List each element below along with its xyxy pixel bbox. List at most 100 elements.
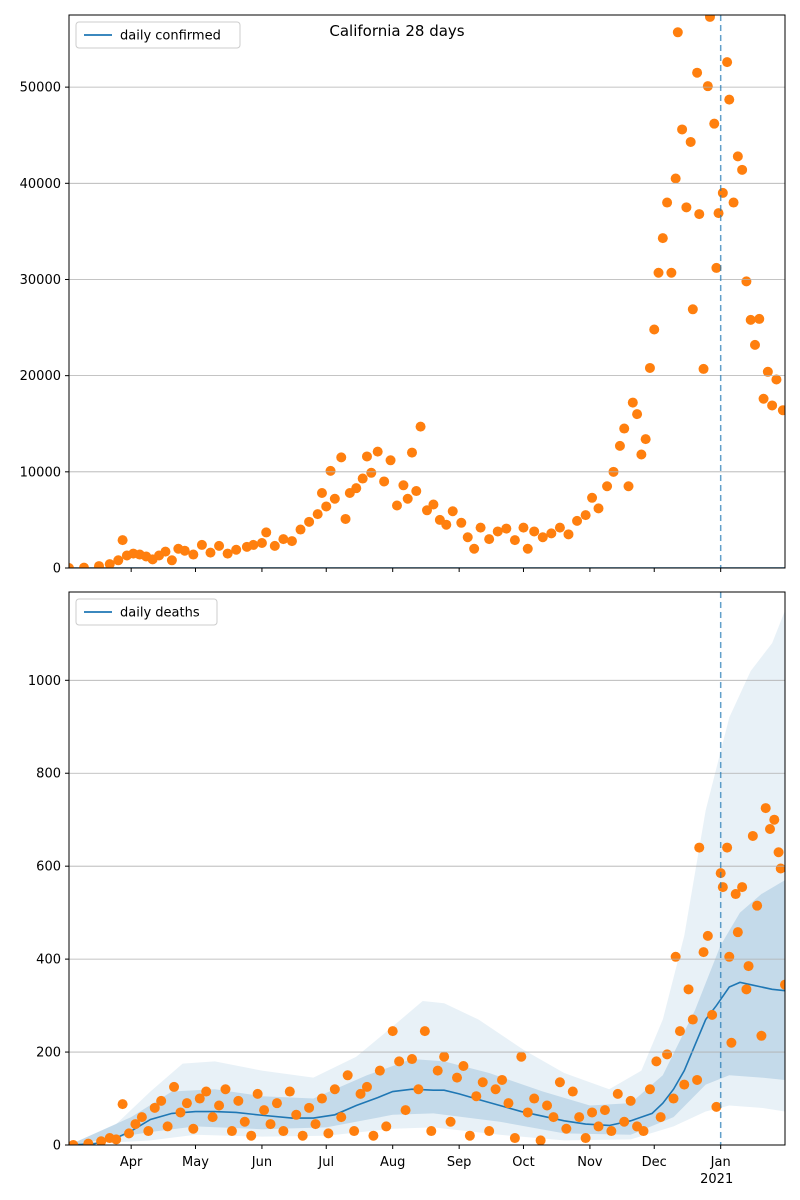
y-tick-label: 50000 [20,81,61,96]
deaths-data-point [233,1095,244,1106]
confirmed-data-point [713,208,724,219]
deaths-data-point [477,1077,488,1088]
deaths-data-point [490,1084,501,1095]
y-tick-label: 0 [53,562,61,577]
confirmed-data-point [402,493,413,504]
confirmed-data-point [188,549,199,560]
plot-area [69,15,785,568]
confirmed-data-point [475,522,486,533]
confirmed-data-point [196,539,207,550]
deaths-data-point [567,1086,578,1097]
y-tick-label: 200 [36,1046,61,1061]
confirmed-data-point [670,173,681,184]
confirmed-data-point [529,526,540,537]
deaths-data-point [535,1135,546,1145]
deaths-data-point [606,1126,617,1137]
deaths-data-point [516,1051,527,1062]
legend-box [75,598,218,626]
confirmed-data-point [372,446,383,457]
confirmed-data-point [745,314,756,325]
plot-frame [68,14,786,569]
deaths-data-point [156,1095,167,1106]
confirmed-data-point [657,233,668,244]
confirmed-data-point [737,164,748,175]
deaths-data-point [732,927,743,938]
deaths-data-point [355,1088,366,1099]
confirmed-data-point [351,483,362,494]
confirmed-data-point [94,561,105,568]
confirmed-data-point [762,366,773,377]
deaths-data-point [143,1126,154,1137]
confirmed-data-point [692,67,703,78]
confirmed-data-point [231,544,242,555]
confirmed-data-point [554,522,565,533]
deaths-data-point [711,1101,722,1112]
confirmed-data-point [336,452,347,463]
confirmed-data-point [469,543,480,554]
deaths-data-point [400,1105,411,1116]
deaths-data-point [394,1056,405,1067]
confirmed-data-point [269,540,280,551]
deaths-data-point [124,1128,135,1139]
confirmed-data-point [286,536,297,547]
confirmed-data-point [687,304,698,315]
confirmed-data-point [694,209,705,220]
deaths-data-point [201,1086,212,1097]
confirmed-data-point [104,559,115,568]
deaths-data-point [554,1077,565,1088]
deaths-data-point [724,951,735,962]
deaths-data-point [522,1107,533,1118]
deaths-data-point [419,1026,430,1037]
confirmed-data-point [113,555,124,566]
confirmed-data-point [580,510,591,521]
confirmed-data-point [728,197,739,208]
deaths-data-point [644,1084,655,1095]
confirmed-data-point [614,440,625,451]
deaths-data-point [542,1100,553,1111]
confirmed-data-point [741,276,752,287]
deaths-data-point [426,1126,437,1137]
y-tick-label: 30000 [20,273,61,288]
confirmed-data-point [222,548,233,559]
x-tick-label: Dec [642,1155,667,1170]
deaths-data-point [162,1121,173,1132]
prediction-band-outer [69,610,785,1145]
deaths-data-point [188,1123,199,1134]
y-tick-label: 0 [53,1139,61,1154]
confirmed-data-point [619,423,630,434]
deaths-data-point [246,1130,257,1141]
deaths-data-point [368,1130,379,1141]
confirmed-data-point [754,313,765,324]
deaths-data-point [674,1026,685,1037]
deaths-data-point [259,1105,270,1116]
deaths-data-point [432,1065,443,1076]
deaths-data-point [670,951,681,962]
deaths-data-point [484,1126,495,1137]
confirmed-data-point [623,481,634,492]
deaths-data-point [737,882,748,893]
confirmed-data-point [704,15,715,22]
deaths-data-point [698,947,709,958]
confirmed-data-point [546,528,557,539]
deaths-data-point [775,863,785,874]
confirmed-data-point [627,397,638,408]
deaths-data-point [529,1093,540,1104]
confirmed-data-point [321,501,332,512]
confirmed-data-point [732,151,743,162]
confirmed-data-point [316,487,327,498]
deaths-data-point [310,1119,321,1130]
x-tick-label: May [182,1155,209,1170]
deaths-data-point [291,1109,302,1120]
confirmed-data-point [709,118,720,129]
deaths-data-point [207,1112,218,1123]
x-year-label: 2021 [700,1172,733,1187]
deaths-data-point [769,814,780,825]
confirmed-data-point [702,81,713,92]
confirmed-data-point [447,506,458,517]
confirmed-data-point [492,526,503,537]
x-tick-label: Jun [251,1155,272,1170]
deaths-data-point [181,1098,192,1109]
deaths-data-point [702,930,713,941]
deaths-data-point [252,1088,263,1099]
deaths-data-point [707,1009,718,1020]
